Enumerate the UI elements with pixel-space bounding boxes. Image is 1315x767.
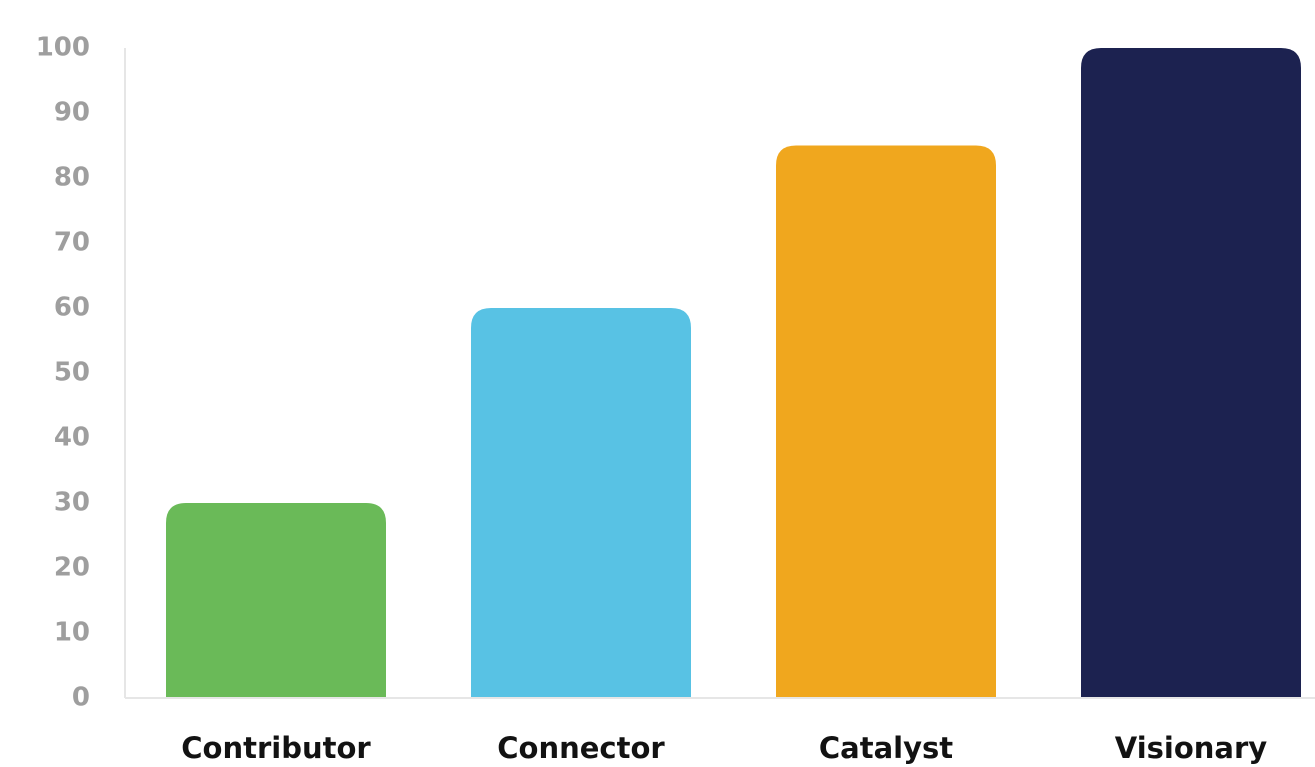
bar-contributor [166,503,386,698]
bar-visionary [1081,48,1301,698]
y-tick-label: 10 [54,618,90,648]
x-tick-label: Connector [497,731,665,765]
bars [166,48,1301,698]
x-axis: Contributor Connector Catalyst Visionary [125,697,1315,765]
y-tick-label: 20 [54,553,90,583]
x-tick-label: Visionary [1115,731,1268,765]
y-tick-label: 100 [36,33,90,63]
y-tick-label: 0 [72,683,90,713]
y-tick-label: 40 [54,423,90,453]
x-tick-label: Contributor [181,731,371,765]
bar-connector [471,308,691,698]
y-tick-label: 30 [54,488,90,518]
y-tick-label: 60 [54,293,90,323]
y-tick-label: 50 [54,358,90,388]
y-tick-label: 90 [54,98,90,128]
y-tick-label: 70 [54,228,90,258]
y-tick-label: 80 [54,163,90,193]
x-tick-label: Catalyst [819,731,953,765]
bar-catalyst [776,145,996,698]
y-axis: 0 10 20 30 40 50 60 70 80 90 100 [36,33,126,713]
